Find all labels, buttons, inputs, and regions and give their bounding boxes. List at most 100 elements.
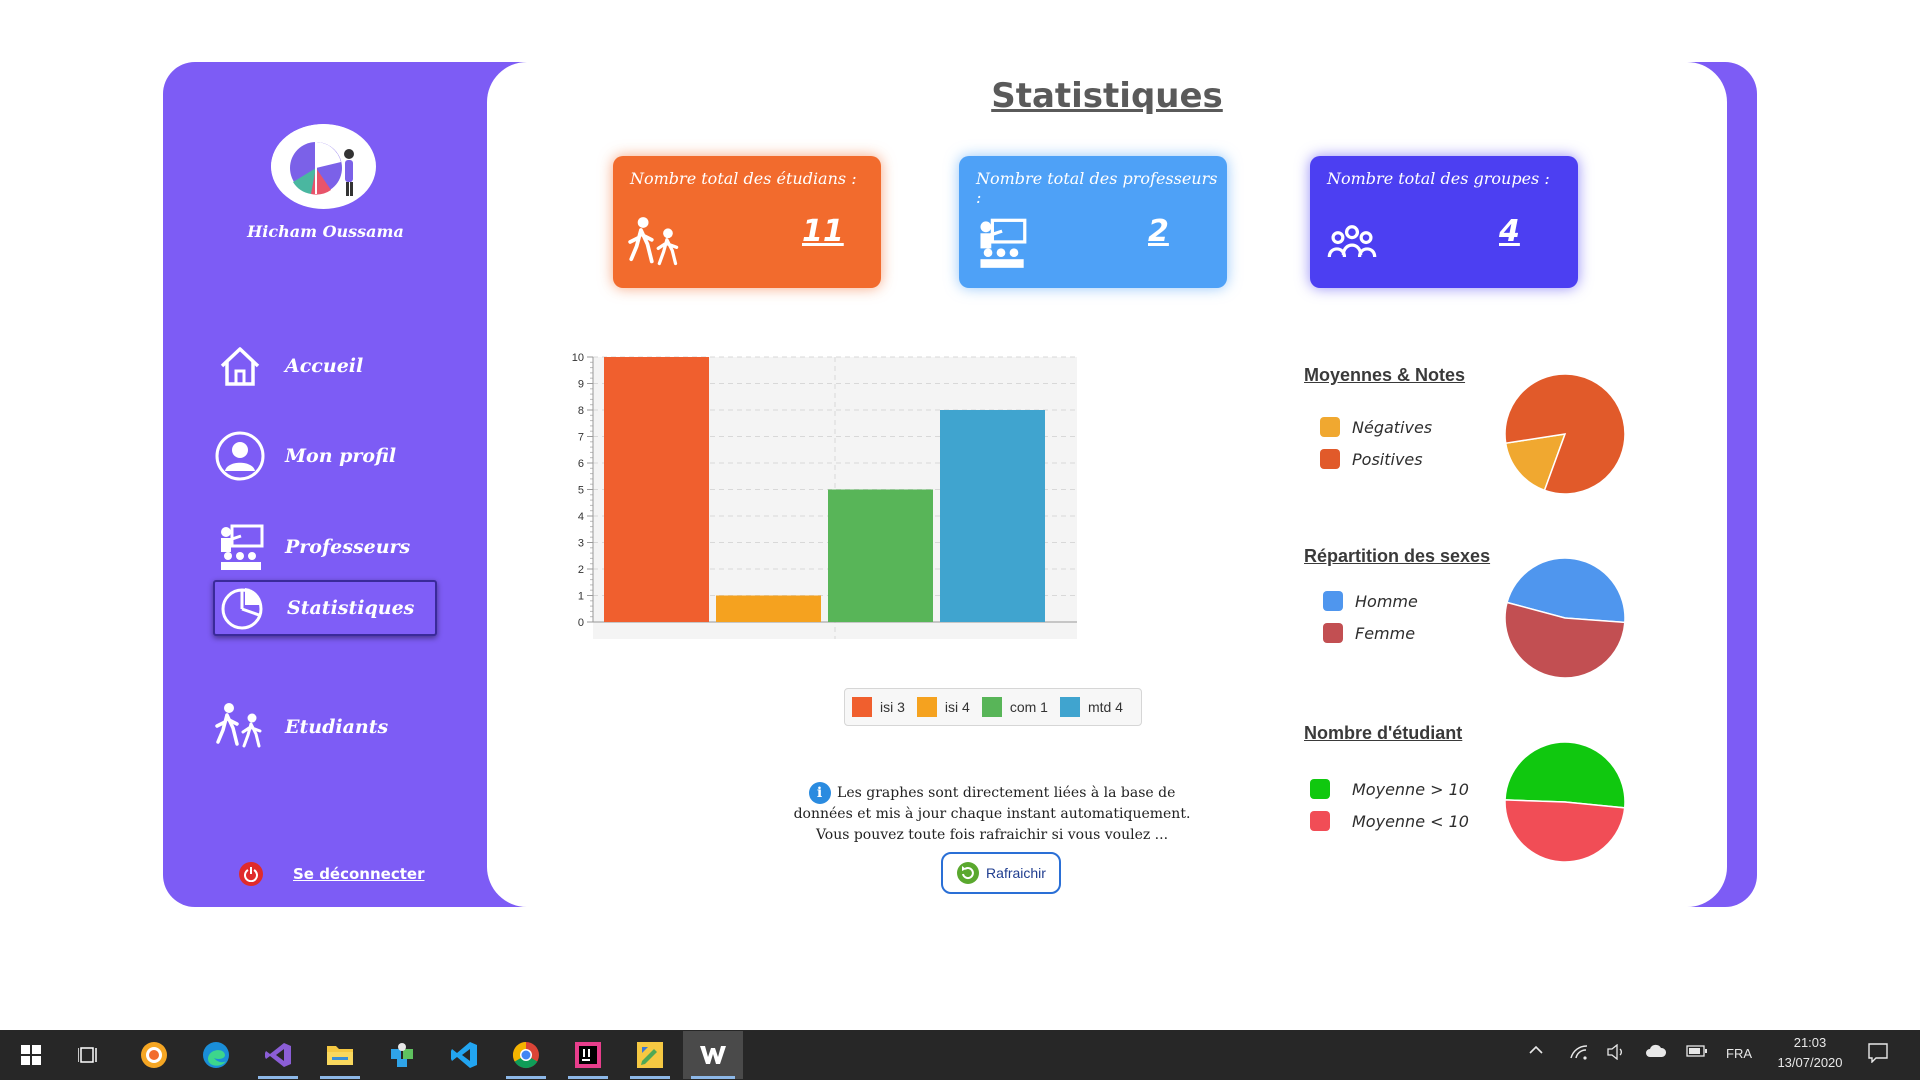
taskbar-app-visual-studio[interactable] bbox=[251, 1031, 305, 1079]
page-title: Statistiques bbox=[991, 76, 1223, 116]
clock-date[interactable]: 13/07/2020 bbox=[1777, 1055, 1843, 1070]
info-icon: i bbox=[808, 782, 831, 804]
nav-mon-profil[interactable]: Mon profil bbox=[213, 428, 437, 484]
info-line: Vous pouvez toute fois rafraichir si vou… bbox=[815, 827, 1169, 843]
refresh-icon bbox=[957, 862, 980, 884]
legend-swatch bbox=[1059, 697, 1080, 717]
taskbar-app-file-explorer[interactable] bbox=[313, 1031, 367, 1079]
y-tick-label: 7 bbox=[578, 432, 584, 444]
main-panel: Statistiques Nombre total des étudians :… bbox=[487, 62, 1727, 907]
nav-professeurs[interactable]: Professeurs bbox=[213, 519, 437, 575]
taskbar-app-edge[interactable] bbox=[189, 1031, 243, 1079]
refresh-button[interactable]: Rafraichir bbox=[941, 852, 1061, 894]
language-indicator[interactable]: FRA bbox=[1726, 1046, 1752, 1061]
legend-label: Femme bbox=[1355, 623, 1416, 643]
taskbar-app-intellij[interactable] bbox=[561, 1031, 615, 1079]
windows-logo-icon bbox=[21, 1045, 41, 1065]
card-total-groups: Nombre total des groupes : 4 bbox=[1310, 156, 1578, 288]
battery-icon[interactable] bbox=[1686, 1045, 1708, 1060]
pie-slice-0 bbox=[1504, 741, 1626, 809]
legend-swatch bbox=[981, 697, 1002, 717]
info-line: Les graphes sont directement liées à la … bbox=[837, 785, 1176, 801]
pie-legend-item: Moyenne > 10 bbox=[1310, 779, 1469, 799]
legend-swatch bbox=[1323, 591, 1343, 611]
nav-label-professeurs: Professeurs bbox=[285, 536, 411, 558]
pie-legend-item: Négatives bbox=[1320, 417, 1432, 437]
active-indicator bbox=[258, 1076, 298, 1079]
pie-title-nombre-etudiant: Nombre d'étudiant bbox=[1304, 723, 1463, 743]
windows-start-button[interactable] bbox=[4, 1031, 58, 1079]
y-tick-label: 10 bbox=[572, 352, 584, 364]
active-indicator bbox=[320, 1076, 360, 1079]
students-walking-icon bbox=[215, 702, 265, 752]
clock-time[interactable]: 21:03 bbox=[1793, 1035, 1827, 1050]
avatar[interactable] bbox=[271, 124, 376, 209]
taskbar-app-brave[interactable] bbox=[127, 1031, 181, 1079]
pie-title-moyennes: Moyennes & Notes bbox=[1304, 365, 1466, 385]
user-profile-icon bbox=[215, 431, 265, 481]
taskbar-app-chrome[interactable] bbox=[499, 1031, 553, 1079]
legend-swatch bbox=[1310, 779, 1330, 799]
y-tick-label: 9 bbox=[578, 379, 584, 391]
app-w-logo-icon bbox=[700, 1046, 726, 1064]
nav-statistiques[interactable]: Statistiques bbox=[213, 580, 437, 636]
pie-slice-1 bbox=[1504, 799, 1626, 863]
nav-label-statistiques: Statistiques bbox=[287, 597, 415, 619]
visual-studio-icon bbox=[265, 1043, 291, 1067]
legend-swatch bbox=[1320, 417, 1340, 437]
pie-title-sexes: Répartition des sexes bbox=[1304, 546, 1491, 566]
active-indicator bbox=[506, 1076, 546, 1079]
volume-icon[interactable] bbox=[1606, 1043, 1626, 1063]
logout-link[interactable]: Se déconnecter bbox=[239, 862, 424, 886]
taskbar-app-vscode[interactable] bbox=[437, 1031, 491, 1079]
task-view-button[interactable] bbox=[62, 1031, 116, 1079]
pie-legend-item: Femme bbox=[1323, 623, 1415, 643]
active-indicator bbox=[630, 1076, 670, 1079]
logout-label: Se déconnecter bbox=[293, 865, 425, 883]
nav-accueil[interactable]: Accueil bbox=[213, 338, 437, 394]
user-name: Hicham Oussama bbox=[247, 222, 404, 241]
network-icon[interactable] bbox=[1570, 1044, 1588, 1063]
y-tick-label: 4 bbox=[578, 511, 584, 523]
sidebar: Hicham Oussama Accueil Mon profil Profes… bbox=[163, 62, 488, 907]
folder-icon bbox=[327, 1046, 353, 1065]
notification-center-icon[interactable] bbox=[1868, 1043, 1888, 1066]
taskbar-app-current[interactable] bbox=[683, 1031, 743, 1079]
onedrive-cloud-icon[interactable] bbox=[1645, 1044, 1667, 1061]
students-walking-icon bbox=[628, 216, 682, 270]
edge-browser-icon bbox=[203, 1042, 229, 1068]
pie-legend-item: Moyenne < 10 bbox=[1310, 811, 1469, 831]
pie-legend-item: Positives bbox=[1320, 449, 1423, 469]
legend-label: isi 3 bbox=[880, 699, 905, 715]
bar-mtd-4 bbox=[940, 410, 1045, 622]
app-window: Hicham Oussama Accueil Mon profil Profes… bbox=[163, 62, 1757, 907]
taskbar-app-store[interactable] bbox=[375, 1031, 429, 1079]
legend-label: Négatives bbox=[1352, 417, 1433, 437]
legend-item: mtd 4 bbox=[1059, 697, 1123, 717]
pie-chart-nombre-etudiant bbox=[1504, 741, 1626, 863]
legend-swatch bbox=[916, 697, 937, 717]
legend-label: mtd 4 bbox=[1087, 699, 1123, 715]
tray-chevron-up-icon[interactable] bbox=[1528, 1044, 1544, 1059]
pie-chart-icon bbox=[217, 583, 267, 633]
legend-label: Homme bbox=[1355, 591, 1418, 611]
brave-browser-icon bbox=[141, 1042, 167, 1068]
intellij-icon bbox=[575, 1042, 601, 1068]
bar-chart: 0 1 2 3 4 5 6 7 8 9 10 bbox=[572, 352, 1077, 639]
chrome-browser-icon bbox=[512, 1041, 539, 1069]
pie-slice-1 bbox=[1504, 373, 1626, 495]
legend-label: com 1 bbox=[1009, 699, 1048, 715]
active-indicator bbox=[691, 1076, 735, 1079]
legend-swatch bbox=[1310, 811, 1330, 831]
vscode-icon bbox=[451, 1042, 477, 1068]
legend-label: Positives bbox=[1352, 449, 1423, 469]
nav-label-accueil: Accueil bbox=[285, 355, 364, 377]
card-label: Nombre total des groupes : bbox=[1327, 169, 1550, 188]
y-tick-label: 6 bbox=[578, 458, 584, 470]
nav-etudiants[interactable]: Etudiants bbox=[213, 699, 437, 755]
nav-label-etudiants: Etudiants bbox=[285, 716, 389, 738]
taskbar-app-edit-tool[interactable] bbox=[623, 1031, 677, 1079]
taskbar: FRA 21:03 13/07/2020 bbox=[0, 1030, 1920, 1080]
home-icon bbox=[215, 341, 265, 391]
task-view-icon bbox=[78, 1047, 97, 1063]
